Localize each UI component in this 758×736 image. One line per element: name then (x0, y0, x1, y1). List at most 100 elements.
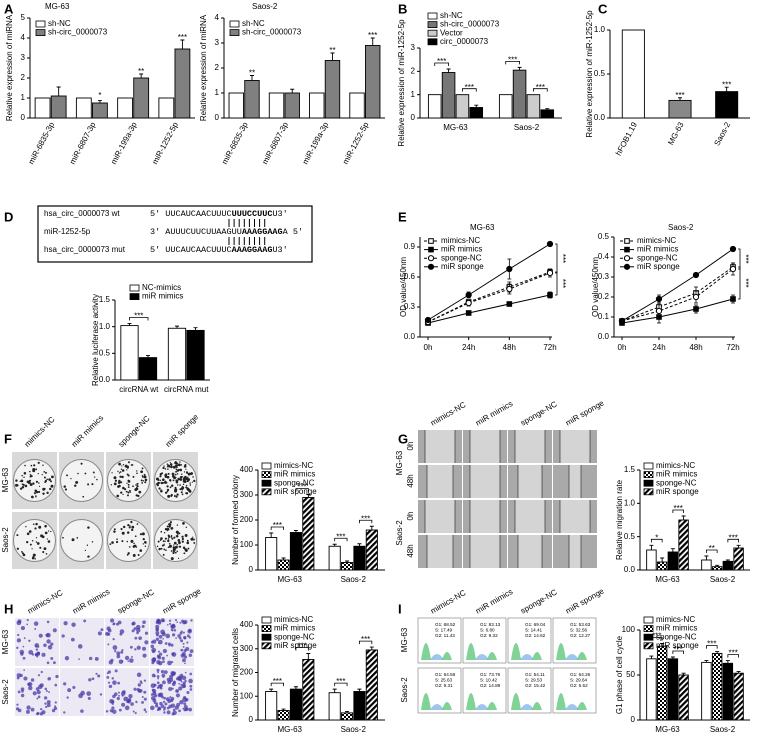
legend-label: sponge-NC (656, 632, 697, 641)
cell (35, 687, 40, 691)
sig-label: * (655, 533, 658, 542)
flow-stat: G2: 9.32 (480, 633, 498, 638)
error-bar (660, 643, 665, 647)
colony-dot (180, 464, 183, 466)
colony-dot (128, 526, 131, 529)
cell (178, 686, 183, 691)
legend-label: sponge-NC (441, 253, 482, 262)
cell (108, 684, 113, 689)
colony-dot (176, 466, 178, 469)
marker (547, 292, 553, 298)
colony-dot (175, 495, 178, 498)
colony-dot (163, 543, 165, 545)
colony-dot (163, 532, 166, 534)
cell (135, 624, 141, 630)
wound-gap (470, 465, 500, 498)
y-tick-label: 100 (240, 540, 254, 549)
sig-bracket (555, 271, 558, 296)
colony-dot (170, 550, 173, 552)
colony-dot (122, 525, 126, 529)
colony-dot (111, 541, 114, 544)
colony-dot (174, 545, 178, 549)
colony-dot (170, 527, 173, 530)
cell (53, 706, 58, 711)
colony-dot (174, 473, 177, 476)
marker (465, 299, 472, 307)
colony-dot (164, 480, 167, 482)
cell (181, 675, 187, 681)
legend-label: miR mimics (441, 245, 482, 254)
colony-dot (21, 486, 25, 489)
colony-dot (141, 532, 145, 536)
colony-dot (135, 494, 138, 497)
error-bar (715, 651, 720, 654)
colony-dot (186, 480, 189, 483)
cell (189, 672, 193, 676)
colony-dot (183, 480, 187, 483)
y-axis-label: G1 phase of cell cycle (615, 635, 624, 714)
x-tick-label: 24h (462, 343, 475, 352)
marker (624, 238, 630, 244)
cell (160, 669, 165, 674)
colony-dot (126, 553, 129, 556)
bar (174, 48, 191, 119)
y-tick-label: 0 (631, 715, 636, 724)
colony-dot (127, 552, 130, 555)
colony-dot (132, 485, 134, 488)
colony-dot (181, 493, 184, 496)
colony-dot (126, 469, 128, 471)
colony-dot (43, 487, 46, 490)
cell (111, 700, 115, 704)
colony-dot (35, 480, 38, 483)
colony-dot (115, 540, 119, 544)
colony-dot (32, 482, 35, 485)
colony-dot (32, 553, 36, 557)
y-tick-label: 0.0 (404, 332, 416, 341)
colony-dot (34, 558, 37, 560)
colony-dot (177, 557, 180, 559)
cell (135, 700, 138, 704)
cell (152, 659, 156, 663)
y-tick-label: 1 (215, 88, 220, 97)
cell (87, 696, 91, 700)
colony-dot (15, 479, 18, 482)
colony-dot (176, 550, 178, 553)
legend-swatch (129, 293, 140, 301)
cell (112, 637, 115, 641)
colony-dot (164, 540, 166, 542)
seq-part: A 5' (283, 227, 303, 237)
error-bar (306, 653, 311, 660)
cell (41, 652, 46, 657)
cell (162, 648, 168, 654)
colony-dot (122, 486, 125, 490)
colony-dot (167, 534, 170, 537)
cell (36, 655, 39, 658)
legend-swatch (643, 462, 654, 470)
cell (155, 631, 160, 635)
flow-g2 (487, 702, 497, 710)
bar (349, 92, 365, 119)
error-bar (736, 544, 741, 548)
sig-label: *** (297, 642, 306, 651)
line (427, 243, 551, 321)
x-tick-label: circRNA wt (119, 385, 159, 394)
bar (722, 560, 734, 571)
sig-bracket (738, 248, 741, 270)
colony-dot (36, 542, 40, 545)
bar (667, 551, 679, 571)
colony-dot (159, 539, 162, 542)
colony-dot (176, 484, 179, 486)
cell (151, 688, 155, 692)
cell (127, 697, 132, 702)
colony-dot (46, 478, 48, 481)
wound-gap (470, 500, 500, 533)
cell (43, 696, 48, 700)
row-label: Saos-2 (1, 527, 10, 553)
cell (61, 634, 65, 638)
flow-g2 (532, 702, 542, 710)
cell (86, 691, 92, 696)
seq-text: 3' AUUUCUUCUUAAGUUAAAGGAAGA 5' (150, 227, 303, 237)
cell (46, 620, 50, 624)
y-axis-label: OD value/450nm (591, 257, 600, 317)
bar (289, 532, 302, 571)
